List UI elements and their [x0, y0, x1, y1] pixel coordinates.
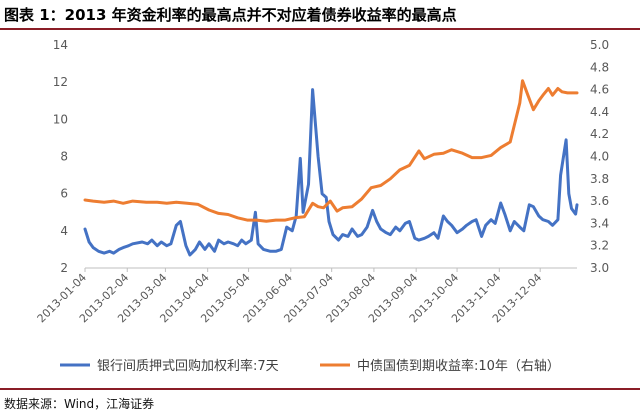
line-chart: 2 4 6 8 10 12 14 3.0 3.2 3.4 3.6 3.8 4.0 4.2 4.4 4.6 4.8… — [35, 38, 609, 374]
y-left-tick-label: 14 — [53, 38, 68, 52]
legend-label-treasury-yield: 中债国债到期收益率:10年（右轴） — [357, 358, 560, 374]
y-right-tick-label: 4.0 — [590, 150, 609, 164]
y-right-tick-label: 4.2 — [590, 127, 609, 141]
y-right-tick-label: 4.6 — [590, 83, 609, 97]
y-right-tick-label: 3.0 — [590, 261, 609, 275]
y-right-tick-label: 4.4 — [590, 105, 609, 119]
repo-rate-7d-line — [83, 88, 579, 257]
legend-label-repo-rate: 银行间质押式回购加权利率:7天 — [97, 358, 279, 374]
y-right-tick-label: 3.4 — [590, 216, 609, 230]
y-left-tick-label: 2 — [60, 261, 68, 275]
footer-divider — [0, 388, 640, 390]
chart-legend: 银行间质押式回购加权利率:7天 中债国债到期收益率:10年（右轴） — [60, 358, 560, 374]
title-divider — [0, 28, 640, 30]
treasury-yield-10y-line — [83, 79, 579, 223]
y-right-tick-label: 4.8 — [590, 60, 609, 74]
y-right-tick-label: 3.8 — [590, 172, 609, 186]
y-right-tick-label: 3.6 — [590, 194, 609, 208]
y-right-tick-label: 3.2 — [590, 239, 609, 253]
y-left-tick-label: 8 — [60, 150, 68, 164]
series-lines — [83, 79, 579, 257]
y-left-tick-label: 12 — [53, 75, 68, 89]
chart-title: 图表 1：2013 年资金利率的最高点并不对应着债券收益率的最高点 — [4, 6, 457, 24]
data-source: 数据来源：Wind，江海证券 — [4, 397, 155, 411]
y-left-tick-label: 4 — [60, 224, 68, 238]
y-right-tick-label: 5.0 — [590, 38, 609, 52]
y-left-tick-label: 10 — [53, 112, 68, 126]
y-left-tick-label: 6 — [60, 187, 68, 201]
